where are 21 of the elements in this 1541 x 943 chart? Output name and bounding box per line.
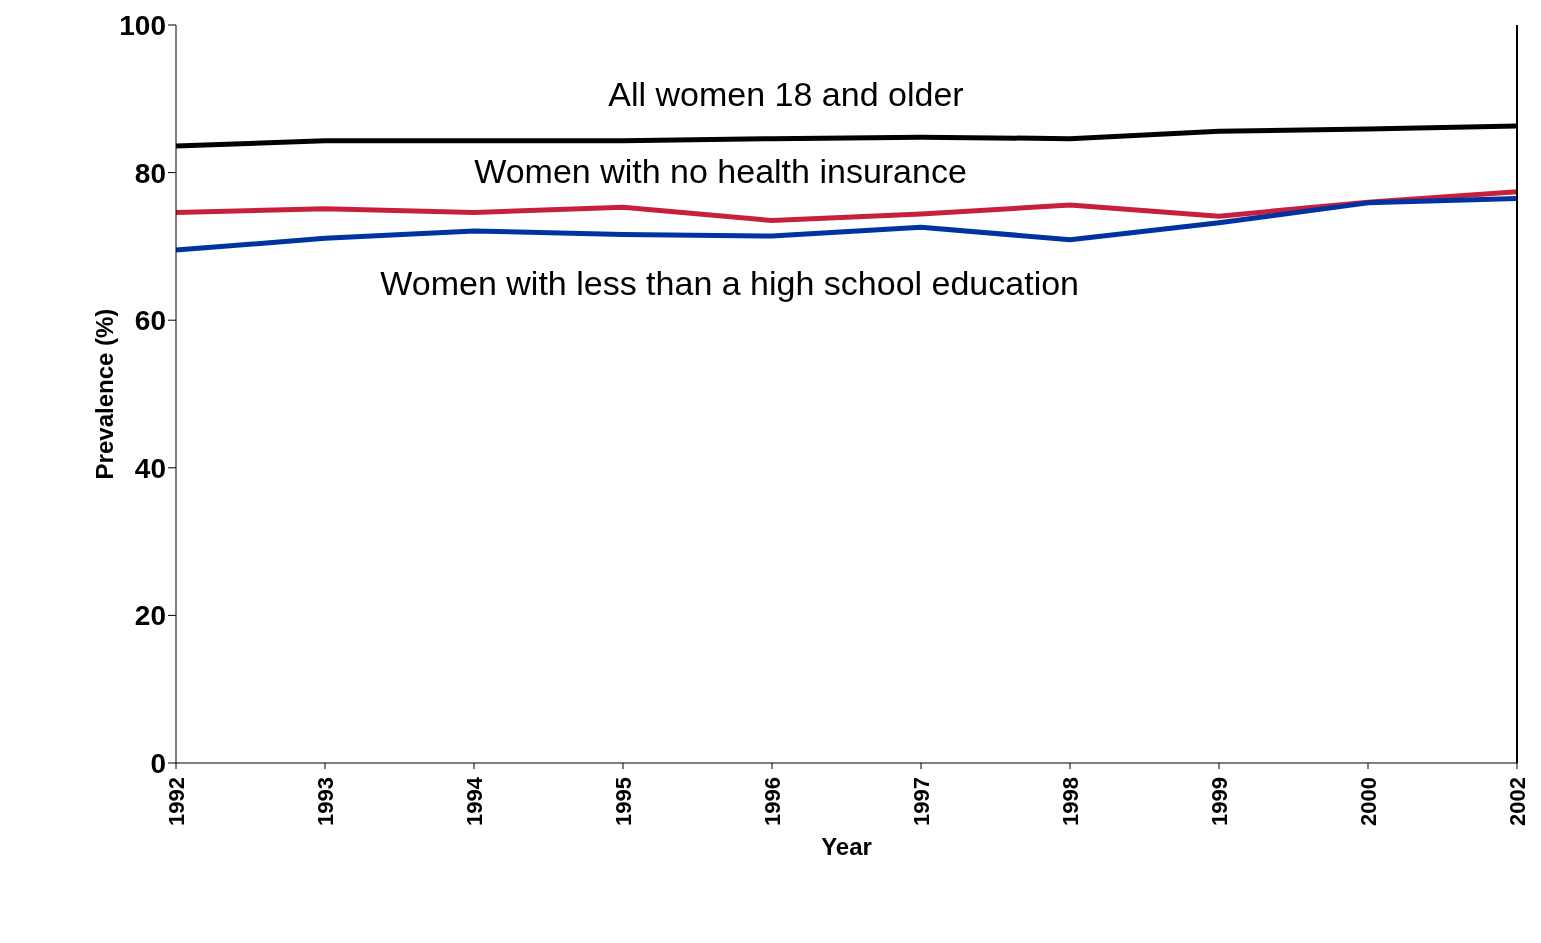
x-tick-label: 1997	[908, 777, 934, 826]
series-label: Women with no health insurance	[474, 152, 967, 192]
y-tick-label: 80	[134, 157, 166, 189]
x-tick-label: 2002	[1504, 777, 1530, 826]
y-tick-label: 100	[119, 9, 166, 41]
x-tick-label: 1999	[1206, 777, 1232, 826]
x-axis-title: Year	[821, 833, 872, 860]
series-label: Women with less than a high school education	[380, 264, 1080, 304]
y-tick-label: 20	[134, 600, 166, 632]
x-tick-label: 1998	[1057, 777, 1083, 826]
x-tick-label: 1995	[610, 777, 636, 826]
y-tick-label: 40	[134, 452, 166, 484]
x-tick-label: 1993	[312, 777, 338, 826]
y-axis-title: Prevalence (%)	[90, 308, 118, 480]
x-tick-label: 1996	[759, 777, 785, 826]
x-tick-label: 1992	[163, 777, 189, 826]
series-label: All women 18 and older	[608, 74, 964, 114]
y-tick-label: 60	[134, 305, 166, 337]
x-tick-label: 1994	[461, 776, 487, 826]
y-tick-label: 0	[150, 747, 166, 779]
x-tick-label: 2000	[1355, 777, 1381, 826]
